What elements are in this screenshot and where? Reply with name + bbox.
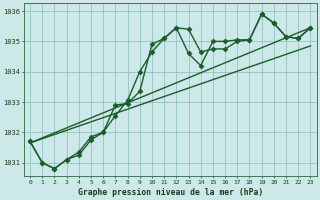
X-axis label: Graphe pression niveau de la mer (hPa): Graphe pression niveau de la mer (hPa) <box>78 188 263 197</box>
